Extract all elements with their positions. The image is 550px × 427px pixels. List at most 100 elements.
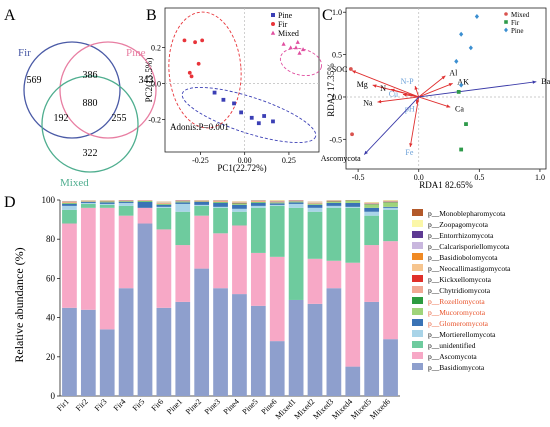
rda-vector [418, 82, 453, 98]
bar-legend-label: p__Calcarisporiellomycota [428, 242, 510, 251]
rda-vector-label: SOC [332, 65, 348, 74]
bar-segment [156, 207, 172, 230]
bar-segment [232, 201, 247, 203]
pca-legend-label: Fir [278, 20, 288, 29]
bar-segment [250, 305, 266, 396]
rda-vector [409, 96, 420, 148]
rda-vector-arrowhead [446, 104, 451, 108]
pca-legend-marker [270, 30, 276, 35]
bar-segment [137, 201, 153, 202]
rda-point [454, 58, 459, 64]
venn-set-pine: Pine [126, 47, 146, 59]
bar-segment [250, 252, 266, 306]
bar-ytick-label: 100 [42, 195, 56, 205]
bar-legend-swatch [412, 220, 423, 227]
bar-ytick-label: 20 [46, 352, 56, 362]
rda-xtick-label: 0.5 [474, 173, 484, 182]
bar-legend-label: p__Rozellomycota [428, 297, 485, 306]
bar-segment [288, 202, 304, 204]
bar-segment [175, 203, 191, 212]
pca-ytick-label: 0.0 [151, 80, 161, 89]
bar-legend-label: p__Basidiomycota [428, 363, 485, 372]
bar-legend-label: p__Monoblepharomycota [428, 209, 506, 218]
bar-legend-swatch [412, 286, 423, 293]
pca-xtick-label: -0.25 [192, 156, 209, 165]
bar-segment [364, 215, 380, 246]
bar-segment [250, 202, 266, 203]
bar-segment [345, 262, 361, 367]
pca-annotation: Adonis:P=0.001 [170, 122, 229, 132]
bar-segment [175, 211, 191, 246]
bar-segment [326, 207, 342, 261]
rda-ytick-label: 0.0 [332, 93, 342, 102]
bar-legend-swatch [412, 319, 423, 326]
bar-legend-label: p__Glomeromycota [428, 319, 489, 328]
rda-vector [418, 81, 537, 98]
pca-point [193, 40, 197, 45]
bar-segment [250, 202, 266, 206]
bar-segment [269, 341, 285, 396]
bar-legend-swatch [412, 341, 423, 348]
rda-vector [418, 96, 451, 108]
bar-segment [383, 202, 398, 207]
rda-xlabel: RDA1 82.65% [419, 180, 473, 190]
bar-segment [156, 307, 172, 396]
bar-segment [156, 204, 172, 207]
venn-circle-fir [23, 41, 121, 139]
venn-count-all: 880 [83, 98, 98, 109]
pca-point [297, 50, 302, 55]
bar-segment [364, 202, 380, 203]
venn-set-mixed: Mixed [60, 177, 89, 189]
rda-vector-arrowhead [409, 143, 413, 147]
rda-frame [345, 7, 547, 170]
bar-segment [364, 204, 380, 208]
bar-segment [213, 206, 228, 208]
bar-segment [345, 202, 361, 207]
rda-vector-label: Na [363, 99, 373, 108]
pca-point [293, 45, 299, 50]
bar-segment [269, 200, 285, 201]
bar-segment [345, 200, 361, 203]
rda-legend-label: Pine [511, 27, 523, 35]
rda-ylabel: RDA2 17.35% [326, 63, 336, 117]
bar-segment [288, 203, 304, 208]
bar-segment [326, 260, 342, 289]
bar-xtick-label: Pine4 [222, 397, 241, 416]
bar-segment [269, 202, 285, 204]
venn-count-pine-only: 343 [139, 75, 154, 86]
rda-vector-arrowhead [377, 99, 382, 104]
bar-segment [118, 288, 134, 396]
bar-segment [213, 233, 228, 289]
bar-segment [99, 207, 115, 330]
pca-legend-marker [271, 22, 275, 26]
bar-xtick-label: Pine2 [184, 397, 203, 416]
panel-label-a: A [4, 7, 16, 24]
bar-segment [99, 204, 115, 208]
rda-point [464, 122, 468, 126]
rda-vector [351, 70, 419, 98]
bar-xtick-label: Fir1 [55, 397, 71, 413]
bar-segment [80, 203, 96, 208]
bar-segment [118, 201, 134, 203]
bar-segment [288, 207, 304, 300]
bar-segment [383, 209, 398, 242]
bar-segment [326, 202, 342, 206]
pca-point [189, 74, 194, 79]
rda-point [348, 67, 353, 71]
panel-label-b: B [146, 7, 157, 24]
bar-segment [345, 366, 361, 396]
bar-segment [118, 202, 134, 206]
rda-vector-arrowhead [402, 93, 407, 97]
bar-segment [175, 201, 191, 203]
bar-legend-label: p__Ascomycota [428, 352, 477, 361]
bar-segment [118, 205, 134, 216]
pca-point [271, 119, 275, 124]
bar-legend-swatch [412, 242, 423, 249]
pca-axes: -0.25 0.00 0.25 -0.2 0.0 0.2 [148, 8, 319, 165]
bar-segment [118, 215, 134, 289]
venn-count-pine-mixed: 255 [112, 113, 127, 124]
bar-legend-swatch [412, 209, 423, 216]
